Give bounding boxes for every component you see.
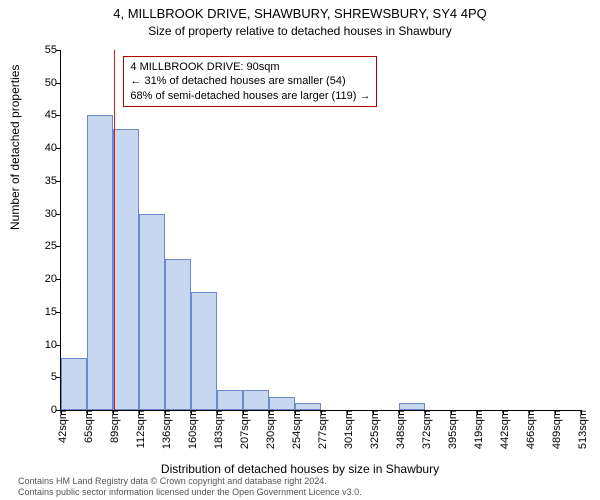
x-tick-mark — [61, 410, 62, 415]
x-tick-label: 254sqm — [287, 410, 303, 449]
histogram-bar — [61, 358, 87, 410]
y-tick-mark — [56, 181, 61, 182]
histogram-bar — [113, 129, 139, 410]
x-tick-label: 301sqm — [339, 410, 355, 449]
x-tick-mark — [503, 410, 504, 415]
x-tick-label: 348sqm — [391, 410, 407, 449]
y-axis-label: Number of detached properties — [8, 65, 22, 230]
x-tick-label: 136sqm — [157, 410, 173, 449]
histogram-bar — [243, 390, 269, 410]
histogram-bar — [269, 397, 295, 410]
x-tick-mark — [295, 410, 296, 415]
histogram-bar — [217, 390, 243, 410]
x-tick-mark — [321, 410, 322, 415]
x-tick-mark — [347, 410, 348, 415]
x-tick-label: 372sqm — [417, 410, 433, 449]
footer-line2: Contains public sector information licen… — [18, 487, 362, 498]
x-tick-label: 160sqm — [183, 410, 199, 449]
marker-line — [114, 50, 115, 410]
x-tick-label: 325sqm — [365, 410, 381, 449]
x-tick-mark — [87, 410, 88, 415]
x-tick-label: 442sqm — [495, 410, 511, 449]
x-tick-mark — [243, 410, 244, 415]
footer-line1: Contains HM Land Registry data © Crown c… — [18, 476, 362, 487]
y-tick-mark — [56, 312, 61, 313]
histogram-bar — [399, 403, 425, 410]
annotation-box: 4 MILLBROOK DRIVE: 90sqm← 31% of detache… — [123, 56, 377, 107]
title-sub: Size of property relative to detached ho… — [0, 21, 600, 38]
x-tick-label: 419sqm — [469, 410, 485, 449]
histogram-bar — [139, 214, 165, 410]
x-tick-mark — [425, 410, 426, 415]
x-tick-label: 489sqm — [547, 410, 563, 449]
x-tick-label: 183sqm — [209, 410, 225, 449]
y-tick-mark — [56, 83, 61, 84]
x-tick-mark — [269, 410, 270, 415]
x-tick-mark — [217, 410, 218, 415]
chart-area: 051015202530354045505542sqm65sqm89sqm112… — [60, 50, 581, 411]
footer: Contains HM Land Registry data © Crown c… — [18, 476, 362, 498]
x-tick-mark — [529, 410, 530, 415]
x-tick-mark — [399, 410, 400, 415]
x-tick-label: 230sqm — [261, 410, 277, 449]
x-tick-mark — [165, 410, 166, 415]
x-tick-mark — [191, 410, 192, 415]
x-tick-mark — [451, 410, 452, 415]
y-tick-mark — [56, 148, 61, 149]
x-tick-label: 112sqm — [131, 410, 147, 448]
x-axis-label: Distribution of detached houses by size … — [0, 462, 600, 476]
y-tick-mark — [56, 345, 61, 346]
annotation-line: ← 31% of detached houses are smaller (54… — [130, 74, 370, 88]
histogram-bar — [165, 259, 191, 410]
x-tick-mark — [477, 410, 478, 415]
x-tick-label: 277sqm — [313, 410, 329, 449]
y-tick-mark — [56, 246, 61, 247]
y-tick-mark — [56, 214, 61, 215]
x-tick-mark — [555, 410, 556, 415]
x-tick-mark — [113, 410, 114, 415]
histogram-bar — [191, 292, 217, 410]
y-tick-mark — [56, 50, 61, 51]
x-tick-mark — [581, 410, 582, 415]
histogram-bar — [87, 115, 113, 410]
x-tick-label: 395sqm — [443, 410, 459, 449]
x-tick-label: 513sqm — [573, 410, 589, 449]
annotation-line: 68% of semi-detached houses are larger (… — [130, 89, 370, 103]
x-tick-mark — [139, 410, 140, 415]
histogram-bar — [295, 403, 321, 410]
x-tick-label: 466sqm — [521, 410, 537, 449]
x-tick-label: 207sqm — [235, 410, 251, 449]
y-tick-mark — [56, 279, 61, 280]
annotation-line: 4 MILLBROOK DRIVE: 90sqm — [130, 60, 370, 74]
chart-inner: 051015202530354045505542sqm65sqm89sqm112… — [61, 50, 581, 410]
y-tick-mark — [56, 115, 61, 116]
title-main: 4, MILLBROOK DRIVE, SHAWBURY, SHREWSBURY… — [0, 0, 600, 21]
x-tick-mark — [373, 410, 374, 415]
